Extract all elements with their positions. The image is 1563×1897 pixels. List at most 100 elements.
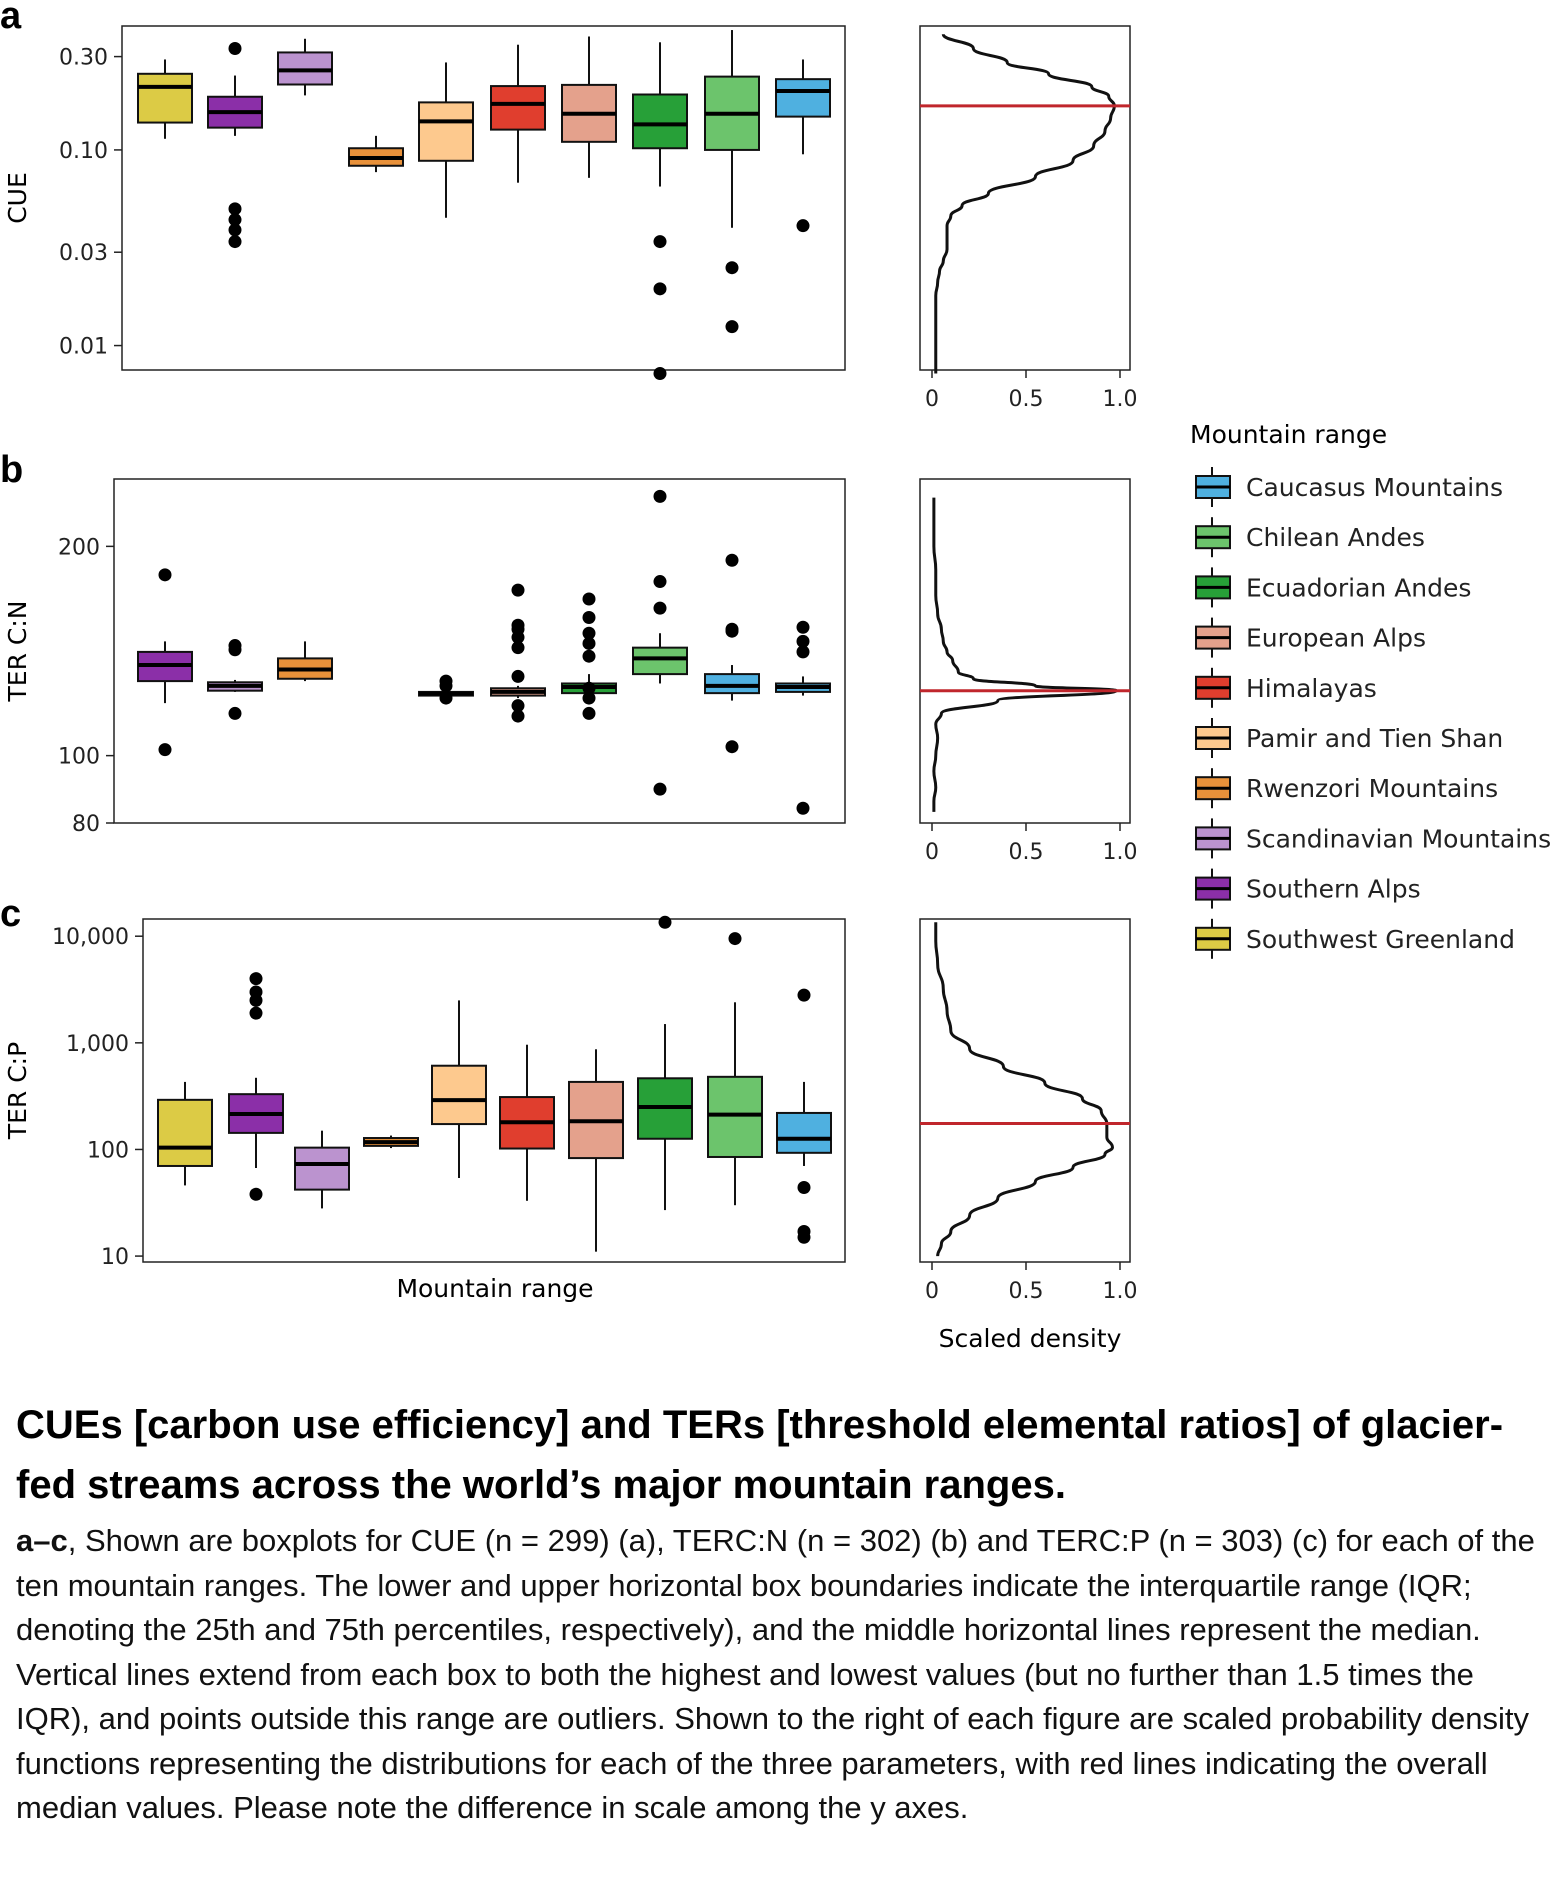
outlier-point [728,932,742,946]
density-x-tick-label-b: 0 [925,840,939,865]
legend-items: Caucasus Mountains Chilean Andes Ecuadoria… [1195,467,1551,959]
outlier-point [439,679,453,693]
box-c-scandinavian-mountains [294,1130,350,1209]
density-x-tick-label-a: 1.0 [1103,387,1138,412]
legend-item-pamir-and-tien-shan: Pamir and Tien Shan [1195,718,1503,758]
box-a-european-alps [561,36,617,178]
density-x-axis-label: Scaled density [939,1324,1122,1353]
caption-text: , Shown are boxplots for CUE (n = 299) (… [16,1523,1535,1825]
y-tick-label-c: 100 [87,1138,129,1163]
panel-c-boxplot: 10 100 1,000 10,000 TER C:P [3,915,846,1270]
legend-label: Scandinavian Mountains [1246,824,1551,853]
box-a-chilean-andes [704,30,760,334]
legend-item-ecuadorian-andes: Ecuadorian Andes [1195,567,1471,608]
outlier-point [582,649,596,663]
outlier-point [511,699,525,713]
legend-label: Caucasus Mountains [1246,473,1503,502]
caption-body: a–c, Shown are boxplots for CUE (n = 299… [16,1519,1546,1831]
box-a-scandinavian-mountains [277,38,333,96]
y-tick-label-c: 10,000 [52,925,129,950]
box-c-southwest-greenland [157,1081,213,1186]
box-c-european-alps [568,1049,624,1252]
legend-label: Rwenzori Mountains [1246,774,1498,803]
box-b-ecuadorian-andes [561,592,617,720]
outlier-point [797,988,811,1002]
box-b-himalayas [418,674,474,705]
outlier-point [249,993,263,1007]
outlier-point [725,553,739,567]
shared-x-axis-label: Mountain range [396,1274,593,1303]
panel-a-density: 0 0.5 1.0 [919,25,1138,412]
outlier-point [653,575,667,589]
outlier-point [796,219,810,233]
panel-b-boxplot: 80 100 200 TER C:N [3,478,846,837]
legend-item-himalayas: Himalayas [1195,667,1377,708]
outlier-point [511,583,525,597]
outlier-point [582,611,596,625]
outlier-point [653,366,667,380]
box-a-southwest-greenland [137,59,193,139]
box-iqr [418,101,474,162]
box-b-rwenzori-mountains [277,641,333,682]
legend-item-rwenzori-mountains: Rwenzori Mountains [1195,768,1498,809]
box-iqr [776,1111,832,1154]
box-iqr [137,72,193,124]
plot-frame-a [121,25,846,371]
outlier-point [725,261,739,275]
box-iqr [632,93,688,150]
legend-label: Pamir and Tien Shan [1246,724,1503,753]
outlier-point [158,568,172,582]
legend-label: Himalayas [1246,674,1377,703]
density-curve-b [932,497,1118,812]
outlier-point [228,235,242,249]
y-tick-label-a: 0.10 [59,139,108,164]
y-axis-label-a: CUE [3,172,32,224]
outlier-point [796,801,810,815]
box-c-chilean-andes [707,932,763,1206]
box-b-caucasus-mountains [704,553,760,754]
legend-title: Mountain range [1190,420,1387,449]
box-c-caucasus-mountains [776,988,832,1244]
box-iqr [632,646,688,676]
box-c-pamir-and-tien-shan [431,1000,487,1178]
box-iqr [157,1098,213,1167]
density-x-tick-label-a: 0 [925,387,939,412]
outlier-point [796,634,810,648]
outlier-point [249,1187,263,1201]
legend-label: Chilean Andes [1246,523,1425,552]
legend-label: European Alps [1246,624,1426,653]
box-b-caucasus-mountains-2 [775,620,831,815]
outlier-point [796,620,810,634]
density-x-tick-label-b: 1.0 [1103,840,1138,865]
density-curve-a [934,33,1116,374]
legend-item-southwest-greenland: Southwest Greenland [1195,918,1515,959]
legend-label: Southwest Greenland [1246,925,1515,954]
box-b-chilean-andes [632,489,688,796]
density-x-tick-label-a: 0.5 [1009,387,1044,412]
plot-frame-b [113,478,846,824]
density-x-tick-label-c: 0.5 [1009,1279,1044,1304]
caption-lead: a–c [16,1523,68,1558]
y-tick-label-b: 80 [72,812,100,837]
panel-letter-c: c [0,893,21,935]
legend-item-european-alps: European Alps [1195,617,1426,658]
box-c-rwenzori-mountains [363,1135,419,1149]
box-a-southern-alps [207,41,263,249]
outlier-point [249,972,263,986]
outlier-point [653,282,667,296]
y-tick-label-b: 100 [58,745,100,770]
density-curve-c [934,922,1114,1257]
panel-a-boxplot: 0.01 0.03 0.10 0.30 CUE [3,25,846,380]
outlier-point [725,740,739,754]
box-b-european-alps [490,583,546,723]
y-tick-label-a: 0.30 [59,46,108,71]
legend-item-southern-alps: Southern Alps [1195,868,1421,909]
y-tick-label-a: 0.01 [59,335,108,360]
box-a-himalayas [490,44,546,183]
density-x-tick-label-b: 0.5 [1009,840,1044,865]
outlier-point [796,645,810,659]
outlier-point [228,41,242,55]
y-axis-label-b: TER C:N [3,601,32,703]
box-a-rwenzori-mountains [348,135,404,173]
